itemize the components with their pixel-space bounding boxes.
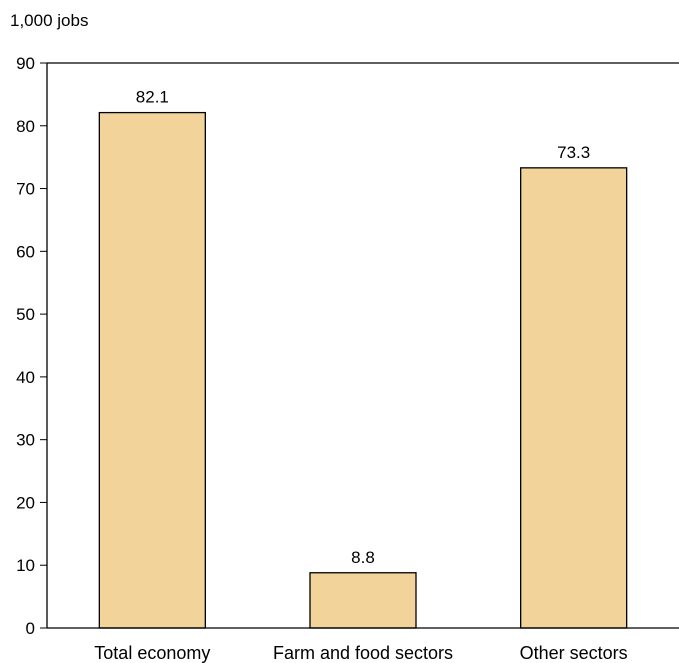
y-tick-label: 70	[16, 180, 35, 199]
y-unit-label: 1,000 jobs	[10, 11, 88, 30]
bar-value-label: 82.1	[136, 88, 169, 107]
y-tick-label: 20	[16, 493, 35, 512]
plot-frame	[46, 62, 679, 629]
y-tick-label: 0	[26, 619, 35, 638]
bar-2	[309, 572, 417, 629]
x-category-label: Farm and food sectors	[273, 643, 453, 663]
y-tick-label: 10	[16, 556, 35, 575]
y-axis-ticks: 0 10 20 30 40 50 60 70 80 90	[16, 54, 47, 638]
bar-value-labels: 82.1 8.8 73.3	[136, 88, 590, 567]
bar-value-label: 8.8	[351, 548, 375, 567]
x-category-label: Total economy	[94, 643, 210, 663]
bar-3	[520, 167, 628, 629]
y-tick-label: 30	[16, 431, 35, 450]
bar-1	[98, 111, 206, 629]
x-axis-labels: Total economy Farm and food sectors Other …	[94, 643, 627, 663]
y-tick-label: 90	[16, 54, 35, 73]
y-tick-label: 80	[16, 117, 35, 136]
y-tick-label: 60	[16, 242, 35, 261]
bar-value-label: 73.3	[557, 143, 590, 162]
y-tick-label: 50	[16, 305, 35, 324]
y-tick-label: 40	[16, 368, 35, 387]
x-category-label: Other sectors	[520, 643, 628, 663]
